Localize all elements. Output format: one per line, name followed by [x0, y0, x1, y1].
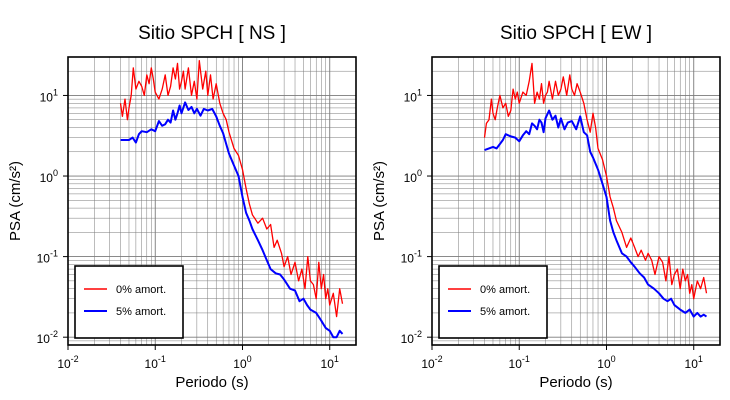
y-tick-label: 10-2 — [401, 329, 422, 346]
x-axis-label: Periodo (s) — [539, 374, 612, 391]
plot-frame — [431, 56, 721, 346]
y-tick-label-exponent: 1 — [53, 87, 58, 97]
y-axis-label: PSA (cm/s²) — [7, 161, 24, 241]
x-tick-label-base: 10 — [321, 357, 335, 371]
legend-box — [74, 265, 184, 339]
x-tick-label: 10-2 — [57, 354, 78, 371]
series-line-red — [483, 62, 708, 300]
y-tick-label: 101 — [40, 87, 58, 104]
y-tick-label-exponent: -1 — [414, 249, 422, 259]
x-tick-label-exponent: 1 — [698, 354, 703, 364]
x-tick-label-exponent: 0 — [247, 354, 252, 364]
x-tick-label: 10-1 — [145, 354, 166, 371]
y-tick-label-base: 10 — [37, 332, 51, 346]
y-tick-label-base: 10 — [404, 90, 418, 104]
y-tick-label-exponent: 0 — [53, 168, 58, 178]
y-tick-label-base: 10 — [401, 252, 415, 266]
x-tick-label-base: 10 — [145, 357, 159, 371]
x-tick-label-exponent: -1 — [158, 354, 166, 364]
y-tick-label-exponent: -1 — [50, 249, 58, 259]
y-tick-label-exponent: 1 — [417, 87, 422, 97]
x-tick-label-exponent: 0 — [611, 354, 616, 364]
chart-title: Sitio SPCH [ EW ] — [500, 23, 652, 44]
series-line-blue — [484, 109, 708, 318]
x-tick-label-base: 10 — [685, 357, 699, 371]
y-axis-label: PSA (cm/s²) — [371, 161, 388, 241]
x-tick-label-base: 10 — [233, 357, 247, 371]
x-tick-label-base: 10 — [597, 357, 611, 371]
x-tick-label: 100 — [233, 354, 251, 371]
x-tick-label-base: 10 — [421, 357, 435, 371]
legend: 0% amort. 5% amort. — [438, 265, 548, 339]
axis-ticks — [427, 94, 695, 350]
x-tick-label-exponent: 1 — [334, 354, 339, 364]
y-tick-label-base: 10 — [40, 171, 54, 185]
y-tick-label-base: 10 — [37, 252, 51, 266]
y-tick-label: 101 — [404, 87, 422, 104]
x-tick-label: 10-1 — [509, 354, 530, 371]
legend: 0% amort. 5% amort. — [74, 265, 184, 339]
y-tick-label-base: 10 — [404, 171, 418, 185]
legend-label: 5% amort. — [116, 306, 166, 318]
y-tick-label: 10-1 — [401, 249, 422, 266]
x-tick-label: 101 — [685, 354, 703, 371]
x-tick-label-exponent: -1 — [522, 354, 530, 364]
y-tick-label-exponent: 0 — [417, 168, 422, 178]
x-tick-label: 100 — [597, 354, 615, 371]
y-tick-label: 100 — [40, 168, 58, 185]
x-tick-label-base: 10 — [57, 357, 71, 371]
legend-box — [438, 265, 548, 339]
chart-title: Sitio SPCH [ NS ] — [138, 23, 286, 44]
axis-ticks — [63, 94, 331, 350]
legend-label: 0% amort. — [116, 284, 166, 296]
x-tick-label-base: 10 — [509, 357, 523, 371]
series-line-blue — [120, 101, 344, 339]
x-tick-label: 101 — [321, 354, 339, 371]
x-axis-label: Periodo (s) — [175, 374, 248, 391]
x-tick-label-exponent: -2 — [435, 354, 443, 364]
x-tick-label-exponent: -2 — [71, 354, 79, 364]
y-tick-label-base: 10 — [40, 90, 54, 104]
y-tick-label: 100 — [404, 168, 422, 185]
series-line-red — [119, 60, 344, 318]
legend-label: 5% amort. — [480, 306, 530, 318]
y-tick-label-exponent: -2 — [414, 329, 422, 339]
y-tick-label-exponent: -2 — [50, 329, 58, 339]
x-tick-label: 10-2 — [421, 354, 442, 371]
legend-label: 0% amort. — [480, 284, 530, 296]
y-tick-label: 10-1 — [37, 249, 58, 266]
y-tick-label: 10-2 — [37, 329, 58, 346]
plot-frame — [67, 56, 357, 346]
y-tick-label-base: 10 — [401, 332, 415, 346]
